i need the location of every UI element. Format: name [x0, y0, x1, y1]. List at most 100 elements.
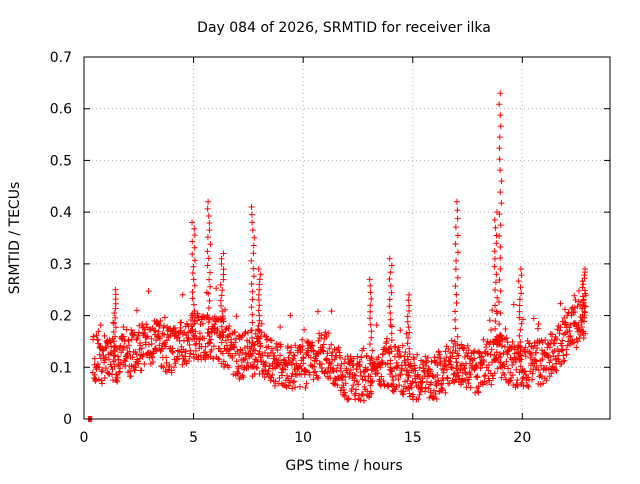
data-point — [488, 346, 495, 353]
data-point — [487, 351, 494, 358]
peak-point — [452, 325, 459, 332]
data-point — [135, 332, 142, 339]
data-point — [412, 379, 419, 386]
data-point — [450, 344, 457, 351]
data-point — [117, 365, 124, 372]
data-point — [234, 370, 241, 377]
data-point — [503, 376, 510, 383]
data-point — [291, 352, 298, 359]
data-point — [381, 382, 388, 389]
peak-point — [387, 316, 394, 323]
data-point — [467, 371, 474, 378]
data-point — [330, 368, 337, 375]
data-point — [145, 288, 152, 295]
data-point — [575, 321, 582, 328]
data-point — [90, 333, 97, 340]
data-point — [215, 355, 222, 362]
data-point — [292, 384, 299, 391]
peak-point — [406, 308, 413, 315]
peak-point — [387, 343, 394, 350]
data-point — [374, 370, 381, 377]
peak-point — [404, 340, 411, 347]
peak-point — [454, 342, 461, 349]
data-point — [297, 362, 304, 369]
data-point — [549, 363, 556, 370]
peak-point — [579, 293, 586, 300]
data-point — [433, 382, 440, 389]
data-point — [320, 341, 327, 348]
peak-point — [249, 296, 256, 303]
data-point — [473, 363, 480, 370]
peak-point — [386, 255, 393, 262]
data-point — [99, 347, 106, 354]
peak-point — [515, 278, 522, 285]
peak-point — [406, 345, 413, 352]
data-point — [310, 376, 317, 383]
data-point — [345, 395, 352, 402]
peak-point — [256, 317, 263, 324]
data-point — [161, 314, 168, 321]
data-point — [277, 352, 284, 359]
data-point — [392, 386, 399, 393]
data-point — [303, 380, 310, 387]
data-point — [403, 330, 410, 337]
data-point — [504, 347, 511, 354]
peak-point — [206, 333, 213, 340]
data-point — [144, 333, 151, 340]
peak-point — [255, 297, 262, 304]
data-point — [143, 334, 150, 341]
peak-point — [368, 367, 375, 374]
data-point — [318, 361, 325, 368]
peak-point — [366, 315, 373, 322]
data-point — [114, 374, 121, 381]
data-point — [368, 379, 375, 386]
peak-point — [111, 352, 118, 359]
data-point — [458, 379, 465, 386]
peak-point — [496, 233, 503, 240]
data-point — [486, 317, 493, 324]
peak-point — [516, 314, 523, 321]
peak-point — [206, 227, 213, 234]
data-point — [433, 395, 440, 402]
data-point — [285, 354, 292, 361]
data-point — [91, 355, 98, 362]
y-axis-label: SRMTID / TECUs — [7, 182, 23, 295]
peak-point — [367, 360, 374, 367]
data-point — [300, 360, 307, 367]
peak-point — [206, 220, 213, 227]
data-point — [548, 370, 555, 377]
peak-point — [248, 203, 255, 210]
data-point — [195, 336, 202, 343]
peak-point — [492, 302, 499, 309]
data-point — [310, 348, 317, 355]
data-point — [141, 360, 148, 367]
data-point — [334, 382, 341, 389]
data-point — [533, 345, 540, 352]
peak-point — [368, 354, 375, 361]
data-point — [538, 362, 545, 369]
peak-point — [405, 334, 412, 341]
data-point — [393, 359, 400, 366]
peak-point — [368, 295, 375, 302]
peak-point — [452, 283, 459, 290]
peak-point — [112, 333, 119, 340]
data-point — [232, 339, 239, 346]
data-point — [473, 373, 480, 380]
data-point — [117, 342, 124, 349]
data-point — [225, 325, 232, 332]
data-point — [455, 372, 462, 379]
peak-point — [491, 263, 498, 270]
peak-point — [112, 357, 119, 364]
data-point — [172, 360, 179, 367]
data-point — [299, 336, 306, 343]
data-point — [478, 353, 485, 360]
data-point — [397, 327, 404, 334]
peak-point — [581, 272, 588, 279]
data-point — [356, 392, 363, 399]
peak-point — [453, 359, 460, 366]
peak-point — [255, 266, 262, 273]
data-point — [509, 372, 516, 379]
data-point — [436, 351, 443, 358]
peak-point — [516, 308, 523, 315]
peak-point — [249, 219, 256, 226]
